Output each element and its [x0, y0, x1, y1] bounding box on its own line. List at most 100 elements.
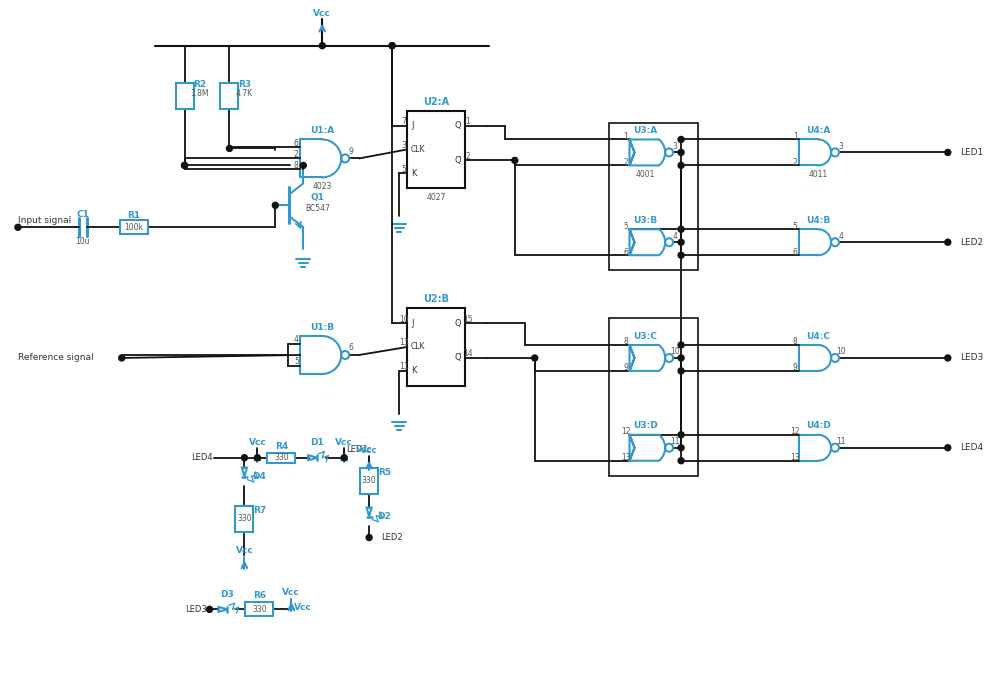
- Text: R7: R7: [252, 506, 266, 515]
- Circle shape: [301, 163, 307, 169]
- Bar: [176, 83, 193, 109]
- Circle shape: [945, 239, 951, 245]
- Text: R1: R1: [127, 211, 140, 220]
- Circle shape: [678, 239, 684, 245]
- Text: U4:D: U4:D: [806, 421, 830, 430]
- Text: U2:A: U2:A: [423, 96, 449, 107]
- Text: 330: 330: [237, 514, 251, 523]
- Text: D1: D1: [311, 438, 324, 447]
- Text: CLK: CLK: [411, 145, 426, 154]
- Text: 9: 9: [793, 363, 798, 372]
- Circle shape: [678, 445, 684, 451]
- Text: 4: 4: [294, 335, 299, 344]
- Text: J: J: [411, 121, 413, 130]
- Text: 5: 5: [623, 222, 628, 231]
- Bar: [407, 111, 465, 189]
- Text: Q̅: Q̅: [455, 156, 460, 165]
- Text: 2: 2: [623, 158, 628, 167]
- Text: 1.8M: 1.8M: [190, 89, 209, 98]
- Circle shape: [366, 535, 372, 540]
- Circle shape: [678, 252, 684, 258]
- Text: 330: 330: [274, 454, 289, 462]
- Circle shape: [206, 607, 213, 613]
- Circle shape: [678, 342, 684, 348]
- Text: 11: 11: [670, 437, 679, 446]
- Text: 1: 1: [623, 132, 628, 141]
- Text: Vcc: Vcc: [282, 588, 300, 597]
- Circle shape: [945, 150, 951, 156]
- Circle shape: [118, 355, 124, 361]
- Text: 6: 6: [793, 248, 798, 257]
- Text: LED4: LED4: [959, 443, 983, 452]
- Bar: [407, 308, 465, 386]
- Text: U1:B: U1:B: [311, 322, 334, 331]
- Circle shape: [242, 455, 247, 461]
- Text: D4: D4: [252, 472, 266, 482]
- Text: LED3: LED3: [184, 605, 206, 614]
- Circle shape: [531, 355, 537, 361]
- Text: 5: 5: [793, 222, 798, 231]
- Circle shape: [227, 145, 233, 152]
- Text: Vcc: Vcc: [236, 546, 253, 555]
- Text: 11: 11: [836, 437, 846, 446]
- Text: U4:B: U4:B: [806, 216, 830, 225]
- Text: Q̅: Q̅: [455, 354, 460, 363]
- Text: 9: 9: [349, 147, 354, 156]
- Text: 9: 9: [623, 363, 628, 372]
- Text: 3: 3: [838, 142, 843, 151]
- Text: Q: Q: [455, 121, 460, 130]
- Text: R2: R2: [193, 80, 206, 89]
- Text: CLK: CLK: [411, 342, 426, 352]
- Text: D2: D2: [378, 512, 391, 521]
- Text: 4027: 4027: [426, 193, 446, 202]
- Text: 4: 4: [838, 232, 843, 240]
- Text: LED2: LED2: [382, 533, 402, 542]
- Text: U3:C: U3:C: [634, 331, 658, 341]
- Text: LED3: LED3: [959, 354, 983, 363]
- Text: Vcc: Vcc: [335, 438, 353, 447]
- Text: LED2: LED2: [959, 238, 983, 247]
- Text: Vcc: Vcc: [314, 10, 331, 18]
- Circle shape: [678, 432, 684, 438]
- Bar: [608, 318, 698, 475]
- Text: 10: 10: [399, 315, 409, 324]
- Circle shape: [678, 458, 684, 464]
- Text: J: J: [411, 318, 413, 328]
- Text: 330: 330: [362, 476, 377, 485]
- Text: 4011: 4011: [809, 170, 827, 179]
- Text: 4: 4: [672, 232, 677, 240]
- Text: 330: 330: [252, 605, 266, 614]
- Text: C1: C1: [76, 210, 90, 219]
- Text: 6: 6: [294, 139, 299, 148]
- Bar: [267, 453, 296, 462]
- Bar: [119, 221, 148, 234]
- Circle shape: [945, 355, 951, 361]
- Text: 10u: 10u: [76, 237, 90, 246]
- Text: 4023: 4023: [313, 182, 332, 191]
- Circle shape: [945, 445, 951, 451]
- Text: Q: Q: [455, 318, 460, 328]
- Bar: [246, 602, 273, 616]
- Text: 11: 11: [399, 363, 409, 372]
- Circle shape: [678, 226, 684, 232]
- Text: 5: 5: [401, 165, 406, 174]
- Text: 8: 8: [793, 337, 798, 346]
- Circle shape: [678, 137, 684, 143]
- Text: 4.7K: 4.7K: [236, 89, 253, 98]
- Circle shape: [272, 202, 278, 208]
- Text: D3: D3: [221, 590, 235, 599]
- Text: 8: 8: [294, 161, 299, 170]
- Circle shape: [678, 150, 684, 156]
- Text: Q1: Q1: [311, 193, 324, 202]
- Bar: [608, 122, 698, 270]
- Text: U3:D: U3:D: [633, 421, 658, 430]
- Bar: [221, 83, 239, 109]
- Text: 12: 12: [621, 428, 630, 436]
- Bar: [360, 468, 378, 494]
- Text: 1: 1: [793, 132, 798, 141]
- Text: LED1: LED1: [959, 148, 983, 157]
- Text: K: K: [411, 169, 416, 178]
- Text: 5: 5: [294, 357, 299, 367]
- Circle shape: [181, 163, 187, 169]
- Text: 2: 2: [465, 152, 470, 161]
